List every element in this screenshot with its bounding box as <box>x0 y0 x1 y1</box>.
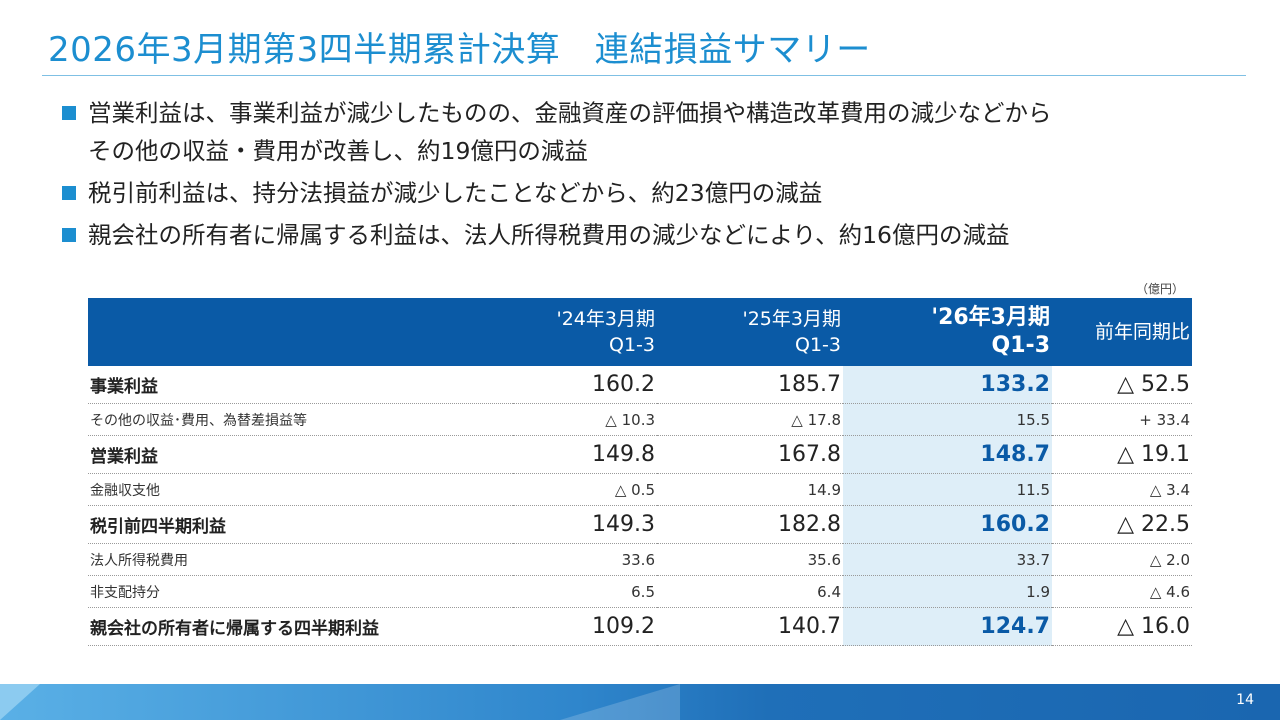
cell-fy2025: 182.8 <box>657 505 843 544</box>
cell-fy2026: 11.5 <box>843 473 1052 506</box>
cell-fy2026: 124.7 <box>843 607 1052 646</box>
cell-fy2024: △ 10.3 <box>513 403 657 436</box>
bullet-square-icon <box>62 228 76 242</box>
bullet-text: 親会社の所有者に帰属する利益は、法人所得税費用の減少などにより、約16億円の減益 <box>88 221 1010 249</box>
cell-yoy: △ 16.0 <box>1052 607 1192 646</box>
cell-yoy: △ 19.1 <box>1052 435 1192 474</box>
cell-fy2026: 33.7 <box>843 543 1052 576</box>
header-label-col <box>88 298 513 366</box>
table-row: その他の収益･費用、為替差損益等 △ 10.3 △ 17.8 15.5 + 33… <box>88 403 1192 436</box>
cell-yoy: △ 3.4 <box>1052 473 1192 506</box>
table-row: 事業利益 160.2 185.7 133.2 △ 52.5 <box>88 366 1192 404</box>
footer-accent-shape <box>0 684 40 720</box>
row-label: 金融収支他 <box>88 473 513 506</box>
row-label: 事業利益 <box>88 366 513 404</box>
footer-band <box>0 684 1280 720</box>
table-header-row: '24年3月期 Q1-3 '25年3月期 Q1-3 '26年3月期 Q1-3 前… <box>88 298 1192 366</box>
footer-stripe-shape <box>560 684 680 720</box>
cell-fy2025: 6.4 <box>657 575 843 608</box>
cell-fy2024: 109.2 <box>513 607 657 646</box>
cell-fy2025: 140.7 <box>657 607 843 646</box>
income-summary-table: '24年3月期 Q1-3 '25年3月期 Q1-3 '26年3月期 Q1-3 前… <box>88 298 1192 646</box>
header-fy2025: '25年3月期 Q1-3 <box>657 298 843 366</box>
bullet-item: 親会社の所有者に帰属する利益は、法人所得税費用の減少などにより、約16億円の減益 <box>62 216 1242 254</box>
cell-yoy: △ 22.5 <box>1052 505 1192 544</box>
header-fy2026: '26年3月期 Q1-3 <box>843 298 1052 366</box>
cell-fy2024: 149.3 <box>513 505 657 544</box>
cell-fy2025: 167.8 <box>657 435 843 474</box>
cell-yoy: △ 2.0 <box>1052 543 1192 576</box>
table-row: 非支配持分 6.5 6.4 1.9 △ 4.6 <box>88 575 1192 608</box>
bullet-text: 税引前利益は、持分法損益が減少したことなどから、約23億円の減益 <box>88 179 823 207</box>
row-label: 非支配持分 <box>88 575 513 608</box>
table-row: 営業利益 149.8 167.8 148.7 △ 19.1 <box>88 435 1192 474</box>
cell-fy2024: 33.6 <box>513 543 657 576</box>
table-row: 金融収支他 △ 0.5 14.9 11.5 △ 3.4 <box>88 473 1192 506</box>
bullet-item: 営業利益は、事業利益が減少したものの、金融資産の評価損や構造改革費用の減少などか… <box>62 94 1242 170</box>
row-label: その他の収益･費用、為替差損益等 <box>88 403 513 436</box>
cell-fy2026: 148.7 <box>843 435 1052 474</box>
cell-yoy: △ 4.6 <box>1052 575 1192 608</box>
cell-fy2025: △ 17.8 <box>657 403 843 436</box>
cell-fy2025: 185.7 <box>657 366 843 404</box>
cell-fy2024: 149.8 <box>513 435 657 474</box>
cell-fy2026: 133.2 <box>843 366 1052 404</box>
bullet-square-icon <box>62 186 76 200</box>
cell-fy2026: 15.5 <box>843 403 1052 436</box>
row-label: 営業利益 <box>88 435 513 474</box>
cell-fy2025: 14.9 <box>657 473 843 506</box>
cell-fy2024: 160.2 <box>513 366 657 404</box>
cell-yoy: + 33.4 <box>1052 403 1192 436</box>
row-label: 法人所得税費用 <box>88 543 513 576</box>
bullet-item: 税引前利益は、持分法損益が減少したことなどから、約23億円の減益 <box>62 174 1242 212</box>
bullet-list: 営業利益は、事業利益が減少したものの、金融資産の評価損や構造改革費用の減少などか… <box>62 94 1242 258</box>
page-number: 14 <box>1236 692 1254 708</box>
header-fy2024: '24年3月期 Q1-3 <box>513 298 657 366</box>
cell-fy2025: 35.6 <box>657 543 843 576</box>
cell-fy2024: △ 0.5 <box>513 473 657 506</box>
cell-yoy: △ 52.5 <box>1052 366 1192 404</box>
bullet-square-icon <box>62 106 76 120</box>
table-row: 法人所得税費用 33.6 35.6 33.7 △ 2.0 <box>88 543 1192 576</box>
cell-fy2026: 1.9 <box>843 575 1052 608</box>
row-label: 親会社の所有者に帰属する四半期利益 <box>88 607 513 646</box>
page-title: 2026年3月期第3四半期累計決算 連結損益サマリー <box>48 30 871 70</box>
row-label: 税引前四半期利益 <box>88 505 513 544</box>
cell-fy2026: 160.2 <box>843 505 1052 544</box>
unit-label: （億円） <box>1135 282 1184 296</box>
bullet-text: 営業利益は、事業利益が減少したものの、金融資産の評価損や構造改革費用の減少などか… <box>88 99 1052 165</box>
cell-fy2024: 6.5 <box>513 575 657 608</box>
header-yoy: 前年同期比 <box>1052 298 1192 366</box>
table-row: 親会社の所有者に帰属する四半期利益 109.2 140.7 124.7 △ 16… <box>88 607 1192 646</box>
table-row: 税引前四半期利益 149.3 182.8 160.2 △ 22.5 <box>88 505 1192 544</box>
title-divider <box>42 75 1246 76</box>
